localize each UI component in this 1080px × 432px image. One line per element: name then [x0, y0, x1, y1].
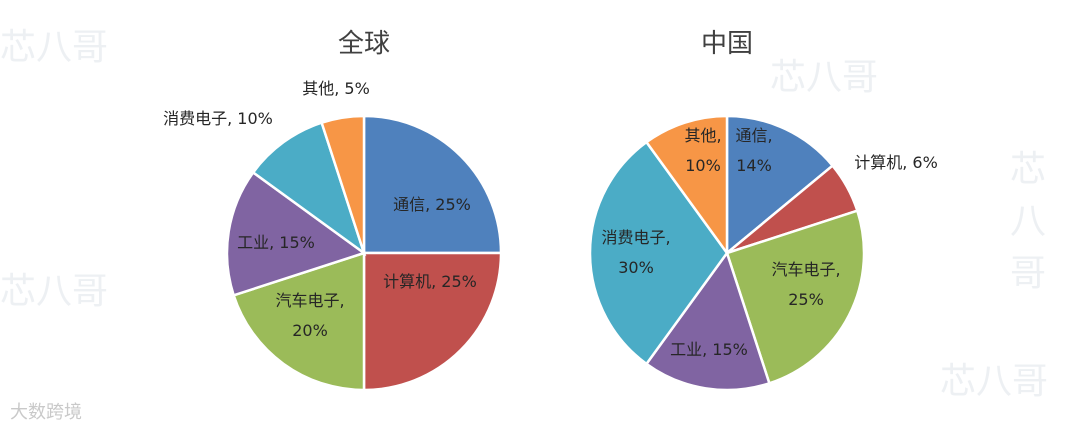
- slice-label: 计算机, 25%: [383, 272, 477, 291]
- slice-label: 其他, 5%: [302, 79, 370, 98]
- pie-slice: [725, 114, 835, 256]
- slice-label: 汽车电子, 20%: [275, 291, 344, 340]
- pie-slice: [362, 114, 503, 255]
- slice-label: 通信, 25%: [393, 195, 471, 214]
- slice-label: 汽车电子, 25%: [771, 260, 840, 309]
- pie-slice: [251, 121, 367, 257]
- pie-slice: [225, 170, 367, 297]
- slice-label: 计算机, 6%: [854, 153, 938, 172]
- pie-slice: [362, 251, 503, 392]
- pie-slice: [232, 251, 366, 392]
- chart-title: 中国: [701, 29, 753, 59]
- slice-label: 其他, 10%: [684, 126, 721, 175]
- slice-label: 消费电子, 30%: [601, 228, 670, 277]
- slice-label: 工业, 15%: [237, 233, 315, 252]
- pie-slice: [725, 209, 866, 385]
- pie-slice: [588, 140, 729, 366]
- slice-label: 工业, 15%: [670, 340, 748, 359]
- pie-slice: [320, 114, 366, 254]
- pie-slice: [644, 114, 729, 257]
- slice-label: 消费电子, 10%: [163, 109, 273, 128]
- pie-slice: [644, 250, 771, 392]
- slice-label: 通信, 14%: [735, 126, 772, 175]
- watermark-source: 大数跨境: [10, 402, 82, 423]
- chart-title: 全球: [338, 29, 390, 59]
